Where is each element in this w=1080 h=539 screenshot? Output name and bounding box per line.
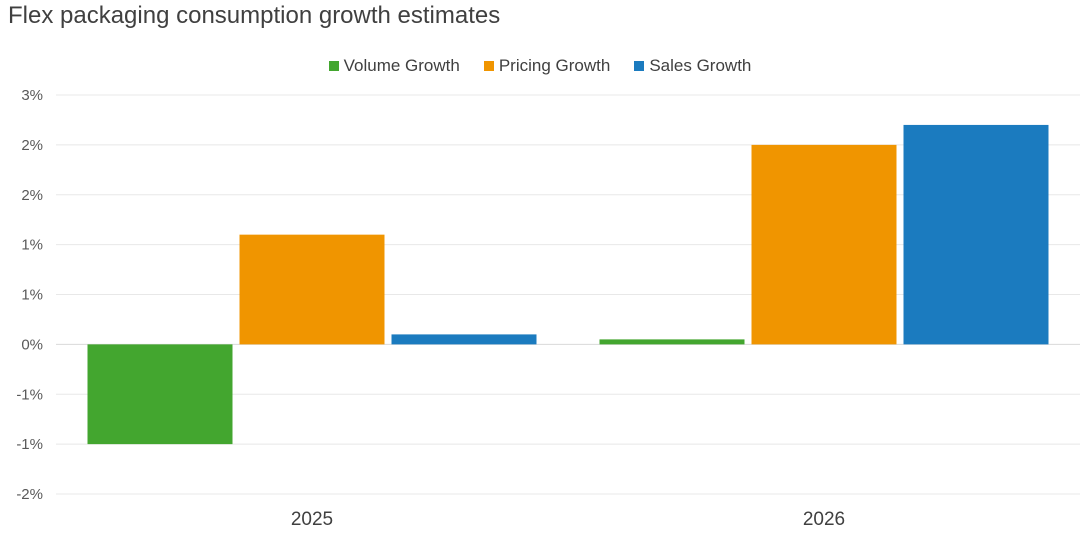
- legend-label-volume-growth: Volume Growth: [343, 56, 460, 75]
- bar-volume-growth-2025[interactable]: [87, 344, 233, 445]
- y-tick-label: -1%: [16, 436, 43, 453]
- x-tick-label-2025: 2025: [291, 509, 333, 530]
- y-tick-label: 3%: [21, 87, 43, 104]
- x-axis: 2025 2026: [291, 509, 845, 530]
- legend-swatch-sales-growth: [634, 61, 645, 71]
- bar-sales-growth-2026[interactable]: [903, 124, 1049, 345]
- legend-swatch-pricing-growth: [483, 61, 494, 71]
- bar-pricing-growth-2026[interactable]: [751, 144, 897, 345]
- y-tick-label: -1%: [16, 386, 43, 403]
- y-tick-label: 1%: [21, 287, 43, 304]
- legend-item-sales-growth[interactable]: Sales Growth: [634, 56, 751, 76]
- legend-item-pricing-growth[interactable]: Pricing Growth: [483, 56, 611, 76]
- legend-label-pricing-growth: Pricing Growth: [498, 56, 611, 75]
- legend-label-sales-growth: Sales Growth: [649, 56, 752, 75]
- bars: [87, 124, 1049, 445]
- x-tick-label-2026: 2026: [803, 509, 845, 530]
- chart-legend: Volume Growth Pricing Growth Sales Growt…: [0, 56, 1080, 76]
- y-tick-label: -2%: [16, 486, 43, 503]
- bar-volume-growth-2026[interactable]: [599, 339, 745, 345]
- bar-sales-growth-2025[interactable]: [391, 334, 537, 345]
- y-tick-label: 0%: [21, 336, 43, 353]
- y-tick-label: 1%: [21, 237, 43, 254]
- bar-pricing-growth-2025[interactable]: [239, 234, 385, 345]
- y-axis: 3% 2% 2% 1% 1% 0% -1% -1% -2%: [16, 87, 43, 503]
- y-tick-label: 2%: [21, 137, 43, 154]
- y-tick-label: 2%: [21, 187, 43, 204]
- legend-item-volume-growth[interactable]: Volume Growth: [328, 56, 460, 76]
- legend-swatch-volume-growth: [328, 61, 339, 71]
- chart-title: Flex packaging consumption growth estima…: [8, 2, 501, 29]
